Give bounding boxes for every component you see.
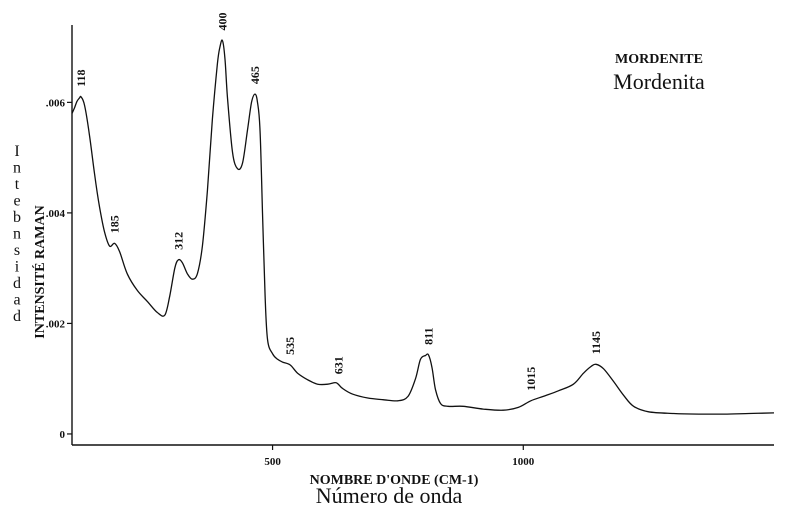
chart-subtitle: Mordenita <box>613 69 705 94</box>
spectrum-line <box>71 39 775 415</box>
y-label-secondary-letter: n <box>13 160 21 177</box>
peak-label: 312 <box>171 232 185 250</box>
x-axis-ticks: 500 1000 <box>264 445 535 468</box>
peak-label: 465 <box>248 66 262 84</box>
y-label-secondary-letter: b <box>13 209 21 226</box>
peak-label: 185 <box>108 215 122 233</box>
peak-label: 811 <box>422 328 436 345</box>
y-label-secondary-letter: a <box>13 292 20 309</box>
y-axis-ticks: 0 .002 .004 .006 <box>46 97 72 441</box>
peak-label: 118 <box>74 69 88 86</box>
y-label-secondary-letter: d <box>13 275 21 292</box>
y-axis-label: INTENSITÉ RAMAN <box>31 205 48 338</box>
peak-label: 400 <box>215 13 229 31</box>
y-label-secondary-letter: s <box>14 242 20 259</box>
y-label-secondary-letter: I <box>14 143 19 160</box>
peak-label: 1145 <box>589 331 603 354</box>
peak-label: 1015 <box>524 367 538 391</box>
y-label-secondary-letter: n <box>13 226 21 243</box>
x-tick-label: 500 <box>264 456 281 468</box>
y-tick-label: .006 <box>46 97 66 109</box>
peak-labels: 118 185 312 400 465 535 631 811 1015 1145 <box>74 13 603 391</box>
peak-label: 631 <box>331 356 345 374</box>
y-tick-label: 0 <box>60 429 66 441</box>
x-tick-label: 1000 <box>512 456 535 468</box>
x-axis-label-secondary: Número de onda <box>316 483 463 507</box>
y-tick-label: .002 <box>46 318 66 330</box>
y-label-secondary-letter: i <box>15 259 20 276</box>
y-label-secondary-letter: d <box>13 308 21 325</box>
y-label-secondary-letter: t <box>15 176 20 193</box>
chart-title: MORDENITE <box>615 52 703 67</box>
y-tick-label: .004 <box>46 208 66 220</box>
y-label-secondary-letter: e <box>13 193 20 210</box>
x-axis-label: NOMBRE D'ONDE (CM-1) <box>310 473 479 488</box>
peak-label: 535 <box>283 337 297 355</box>
